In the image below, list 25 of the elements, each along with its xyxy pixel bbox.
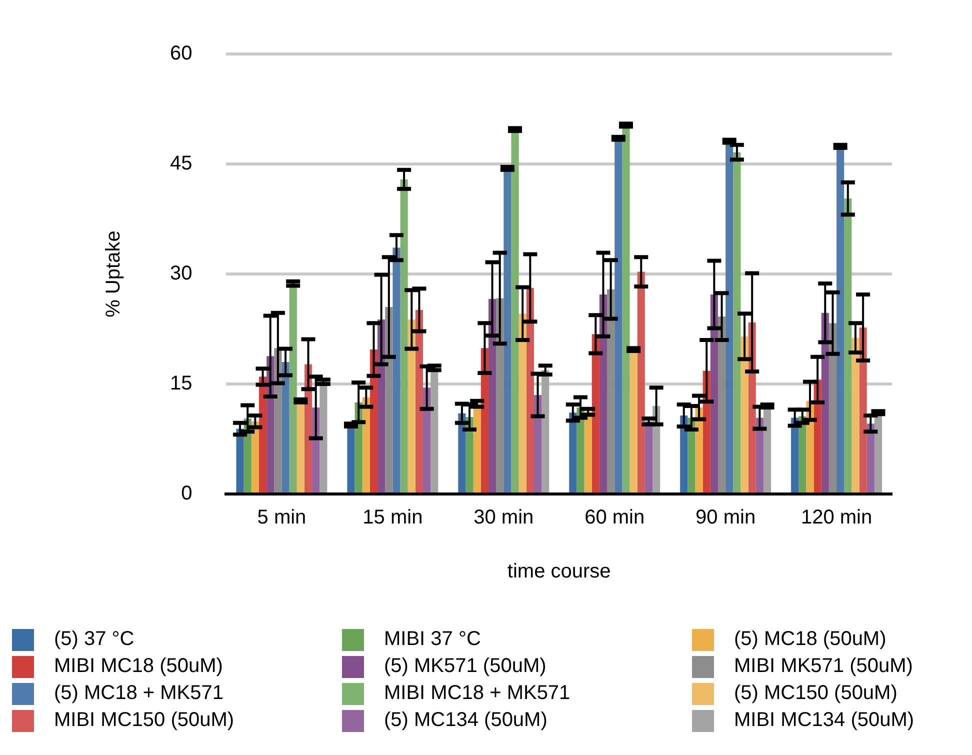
legend-label: (5) 37 °C — [54, 628, 134, 651]
legend-label: (5) MK571 (50uM) — [384, 655, 546, 678]
y-tick-label: 45 — [170, 152, 192, 175]
x-tick-label: 60 min — [584, 506, 645, 529]
x-tick-label: 5 min — [257, 506, 306, 529]
legend-label: (5) MC134 (50uM) — [384, 709, 548, 732]
x-tick-label: 90 min — [696, 506, 756, 529]
y-tick-label: 30 — [170, 262, 192, 285]
legend-label: (5) MC18 (50uM) — [734, 628, 886, 651]
legend-label: MIBI 37 °C — [384, 628, 481, 651]
legend-label: MIBI MC18 + MK571 — [384, 682, 570, 705]
legend-label: MIBI MC150 (50uM) — [54, 709, 234, 732]
legend-label: MIBI MC18 (50uM) — [54, 655, 223, 678]
x-tick-label: 30 min — [474, 506, 534, 529]
y-tick-label: 0 — [181, 482, 192, 505]
legend-label: MIBI MK571 (50uM) — [734, 655, 913, 678]
legend-label: (5) MC150 (50uM) — [734, 682, 898, 705]
legend-label: (5) MC18 + MK571 — [54, 682, 224, 705]
y-tick-label: 15 — [170, 372, 192, 395]
x-axis-title: time course — [507, 560, 611, 583]
y-axis-title: % Uptake — [102, 230, 125, 318]
legend-label: MIBI MC134 (50uM) — [734, 709, 914, 732]
x-tick-label: 15 min — [362, 506, 423, 529]
x-tick-label: 120 min — [800, 506, 872, 529]
y-tick-label: 60 — [170, 42, 192, 65]
